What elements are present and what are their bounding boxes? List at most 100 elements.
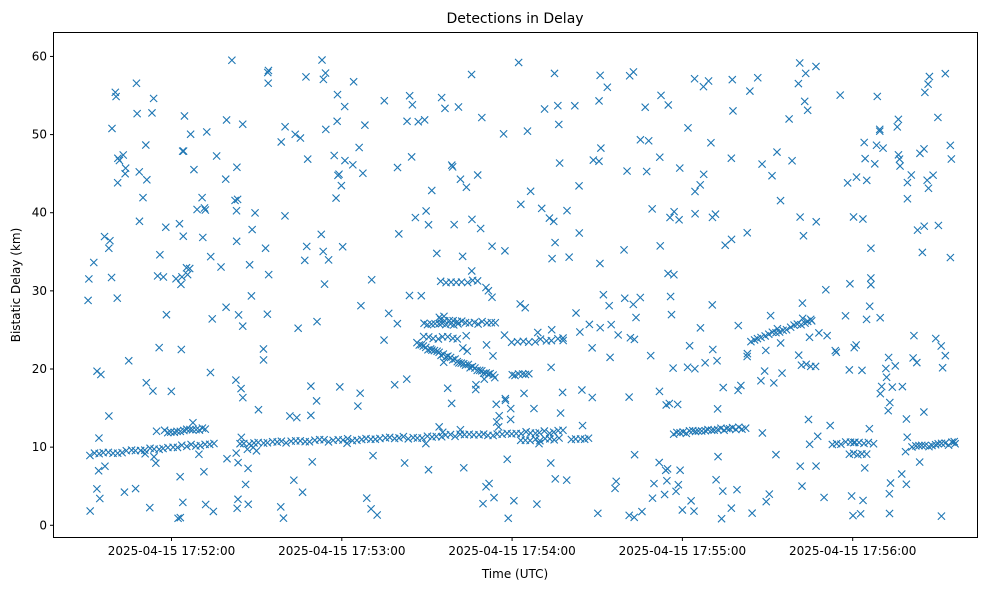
data-point: [435, 319, 444, 328]
data-point: [565, 253, 574, 262]
data-point: [760, 367, 769, 376]
data-point: [503, 455, 512, 464]
data-point: [708, 213, 717, 222]
data-point: [841, 311, 850, 320]
data-point: [182, 442, 191, 451]
data-point: [547, 336, 556, 345]
data-point: [349, 77, 358, 86]
data-point: [457, 278, 466, 287]
data-point: [776, 338, 785, 347]
data-point: [471, 385, 480, 394]
data-point: [120, 488, 129, 497]
data-point: [612, 477, 621, 486]
data-point: [251, 208, 260, 217]
data-point: [489, 371, 498, 380]
data-point: [238, 393, 247, 402]
data-point: [684, 123, 692, 132]
data-point: [920, 222, 929, 231]
data-point: [340, 156, 349, 165]
data-point: [135, 167, 144, 176]
data-point: [886, 479, 895, 488]
data-point: [551, 238, 560, 247]
data-point: [121, 169, 130, 178]
data-point: [669, 364, 678, 373]
data-point: [849, 438, 858, 447]
data-point: [546, 459, 555, 467]
data-point: [94, 466, 103, 475]
data-point: [661, 466, 670, 475]
data-point: [440, 104, 449, 113]
data-point: [857, 366, 866, 375]
data-point: [728, 75, 737, 84]
data-point: [261, 244, 270, 253]
data-point: [536, 335, 545, 344]
data-point: [719, 383, 728, 392]
data-point: [185, 264, 194, 273]
data-point: [176, 472, 185, 481]
data-point: [439, 358, 448, 367]
x-tick-label: 2025-04-15 17:56:00: [789, 544, 916, 558]
data-point: [655, 153, 664, 162]
data-point: [399, 432, 408, 441]
data-point: [894, 115, 903, 124]
data-point: [411, 213, 420, 222]
data-point: [861, 154, 870, 163]
data-point: [672, 428, 681, 437]
data-point: [264, 79, 273, 88]
data-point: [463, 347, 472, 356]
data-point: [404, 434, 413, 443]
data-point: [419, 342, 428, 351]
data-point: [312, 396, 321, 405]
data-point: [918, 248, 927, 257]
data-point: [893, 122, 902, 131]
data-point: [177, 441, 186, 450]
data-point: [736, 381, 745, 390]
data-point: [384, 309, 393, 318]
data-point: [487, 318, 496, 327]
data-point: [614, 330, 623, 339]
data-point: [545, 214, 554, 223]
data-point: [248, 225, 257, 234]
data-point: [667, 310, 676, 319]
data-point: [241, 480, 250, 489]
data-point: [423, 345, 432, 354]
data-point: [86, 507, 95, 516]
data-point: [607, 320, 616, 329]
data-point: [494, 422, 503, 431]
data-point: [708, 345, 717, 354]
data-point: [355, 143, 364, 152]
data-point: [149, 94, 158, 103]
data-point: [324, 255, 333, 264]
data-point: [852, 173, 861, 182]
data-point: [794, 351, 803, 360]
data-point: [356, 389, 365, 398]
data-point: [903, 178, 912, 187]
data-point: [467, 215, 476, 224]
data-point: [198, 424, 207, 433]
data-point: [795, 59, 804, 67]
data-point: [611, 484, 620, 493]
data-point: [481, 283, 490, 292]
data-point: [938, 363, 947, 372]
data-point: [540, 427, 549, 436]
data-point: [694, 427, 703, 436]
data-point: [909, 331, 918, 340]
data-point: [453, 334, 462, 343]
data-point: [937, 512, 946, 521]
data-point: [865, 302, 874, 311]
data-point: [776, 196, 785, 205]
data-point: [845, 279, 854, 288]
data-point: [358, 169, 367, 178]
data-point: [200, 204, 209, 212]
data-point: [537, 204, 546, 213]
x-axis: 2025-04-15 17:52:00 2025-04-15 17:53:00 20…: [108, 537, 916, 558]
data-point: [687, 496, 696, 505]
data-point: [708, 300, 717, 309]
data-point: [100, 232, 109, 241]
data-point: [691, 209, 700, 218]
data-point: [547, 325, 556, 334]
data-point: [540, 105, 549, 113]
data-point: [814, 328, 823, 337]
data-point: [570, 101, 579, 110]
data-point: [801, 69, 810, 78]
